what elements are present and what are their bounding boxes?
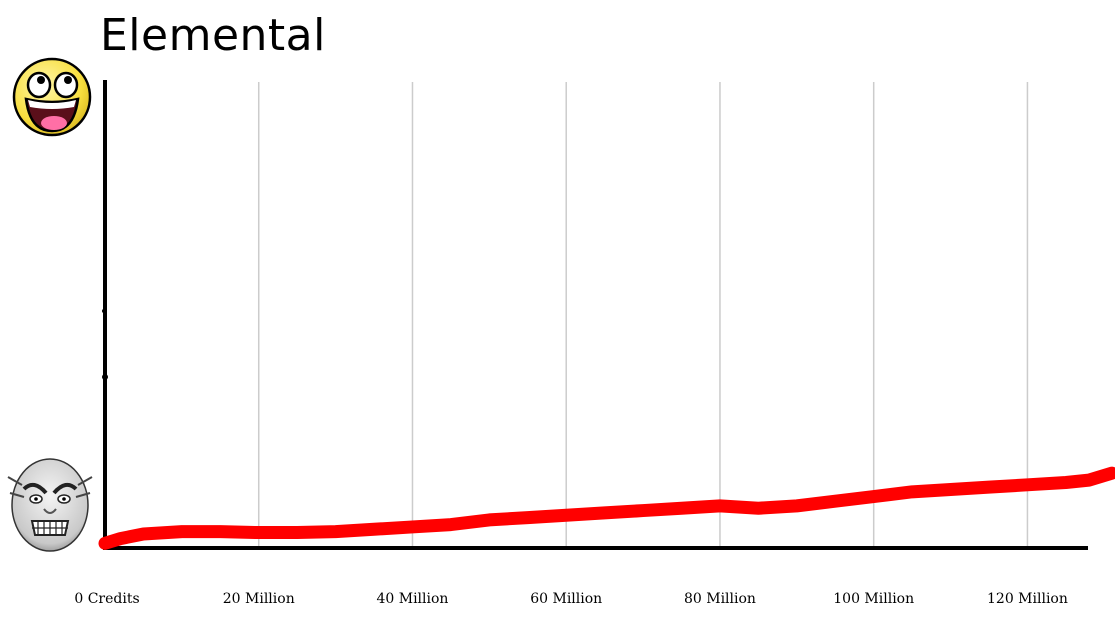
x-tick-label: 80 Million bbox=[684, 591, 756, 607]
data-point bbox=[137, 527, 150, 540]
x-tick-label: 0 Credits bbox=[74, 591, 139, 607]
data-point bbox=[637, 504, 650, 517]
data-point bbox=[944, 483, 957, 496]
data-point bbox=[329, 525, 342, 538]
data-point bbox=[906, 485, 919, 498]
awesome-face-icon bbox=[12, 57, 92, 137]
series bbox=[98, 466, 1115, 550]
axes bbox=[102, 80, 1088, 550]
data-point bbox=[1059, 476, 1072, 489]
rage-face-icon bbox=[7, 458, 93, 552]
data-point bbox=[1106, 467, 1115, 480]
data-point bbox=[368, 523, 381, 536]
data-point bbox=[790, 499, 803, 512]
data-point bbox=[829, 495, 842, 508]
data-point bbox=[291, 526, 304, 539]
data-point bbox=[675, 502, 688, 515]
data-point bbox=[1082, 474, 1095, 487]
data-point bbox=[175, 525, 188, 538]
data-point bbox=[867, 490, 880, 503]
chart-title: Elemental bbox=[100, 10, 326, 61]
data-point bbox=[406, 520, 419, 533]
data-point bbox=[598, 506, 611, 519]
data-point bbox=[521, 511, 534, 524]
data-point bbox=[483, 513, 496, 526]
data-point bbox=[983, 481, 996, 494]
data-point bbox=[713, 499, 726, 512]
x-tick-labels: 0 Credits 20 Million 40 Million 60 Million 8… bbox=[74, 591, 1068, 607]
x-tick-label: 40 Million bbox=[376, 591, 448, 607]
data-point bbox=[99, 537, 111, 550]
x-tick-label: 60 Million bbox=[530, 591, 602, 607]
grid-lines bbox=[257, 82, 1029, 548]
y-axis-tick-mark bbox=[102, 309, 106, 313]
data-point bbox=[214, 525, 227, 538]
x-tick-label: 20 Million bbox=[223, 591, 295, 607]
data-point bbox=[114, 532, 127, 545]
data-point bbox=[252, 526, 265, 539]
x-tick-label: 100 Million bbox=[833, 591, 914, 607]
data-point bbox=[752, 502, 765, 515]
x-tick-label: 120 Million bbox=[987, 591, 1068, 607]
y-axis-tick-mark bbox=[102, 374, 108, 380]
data-point bbox=[560, 509, 573, 522]
data-point bbox=[1021, 478, 1034, 491]
data-point bbox=[444, 518, 457, 531]
